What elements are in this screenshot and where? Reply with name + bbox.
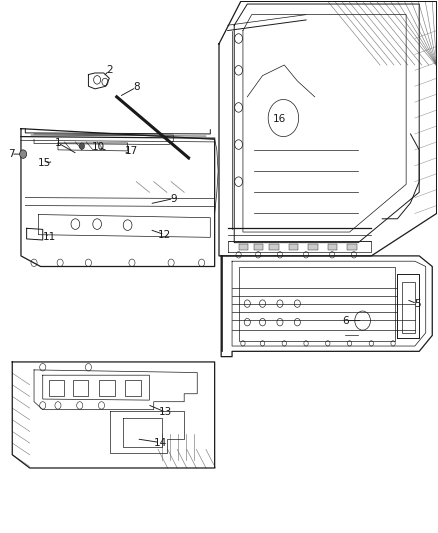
Circle shape	[20, 150, 27, 158]
Text: 12: 12	[158, 230, 171, 240]
Bar	[402, 282, 415, 333]
Bar	[239, 266, 395, 341]
Text: 2: 2	[106, 66, 113, 75]
Bar	[269, 244, 279, 250]
Text: 15: 15	[37, 158, 51, 168]
Text: 13: 13	[159, 407, 173, 417]
Text: 8: 8	[133, 82, 140, 92]
Text: 16: 16	[273, 114, 286, 124]
Text: 10: 10	[92, 142, 105, 152]
Bar	[49, 380, 64, 396]
Bar	[328, 244, 337, 250]
Text: 9: 9	[170, 193, 177, 204]
Bar	[99, 380, 115, 396]
Text: 7: 7	[7, 149, 14, 159]
Bar	[239, 244, 248, 250]
Text: 5: 5	[414, 298, 420, 309]
Bar	[289, 244, 298, 250]
Text: 11: 11	[42, 232, 56, 243]
Text: 17: 17	[124, 146, 138, 156]
Bar	[254, 244, 263, 250]
Text: 1: 1	[55, 138, 61, 148]
Circle shape	[79, 143, 85, 149]
Text: 6: 6	[342, 316, 349, 326]
Bar	[308, 244, 318, 250]
Bar	[73, 380, 88, 396]
Text: 14: 14	[154, 438, 167, 448]
Bar	[125, 380, 141, 396]
Bar	[347, 244, 357, 250]
